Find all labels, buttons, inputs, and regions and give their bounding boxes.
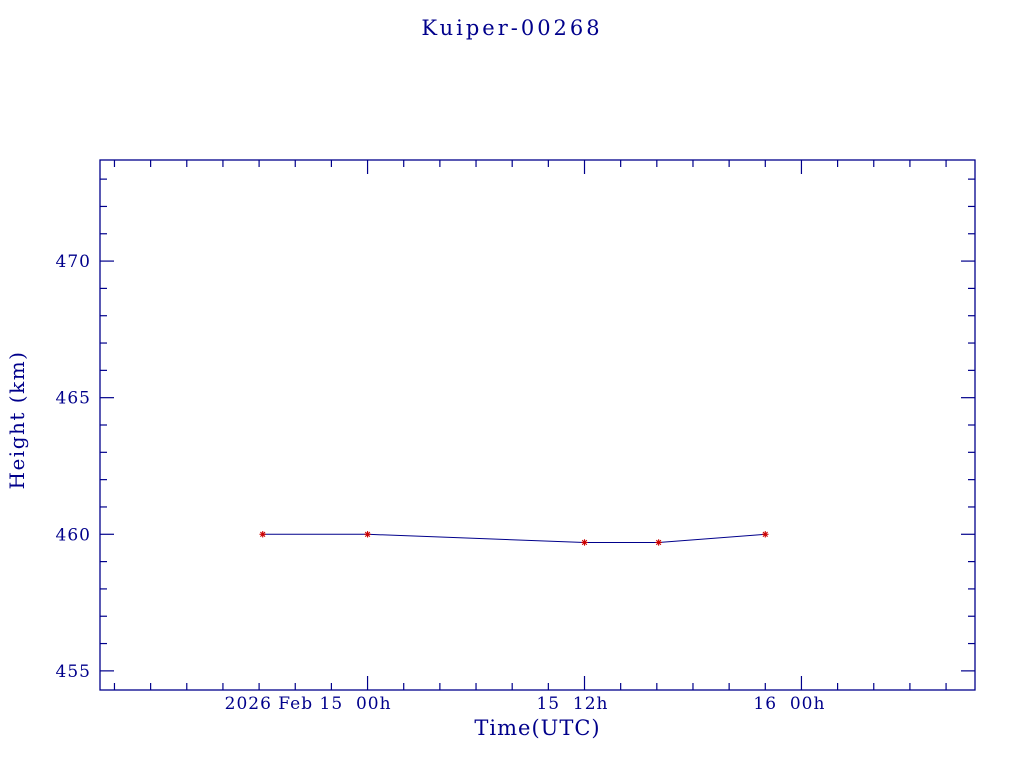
asterisk-marker — [364, 531, 371, 538]
asterisk-marker — [581, 539, 588, 546]
svg-text:2026 Feb 15 00h: 2026 Feb 15 00h — [225, 694, 392, 714]
height-series-line — [262, 533, 766, 543]
asterisk-marker — [655, 539, 662, 546]
svg-text:465: 465 — [56, 389, 91, 409]
y-tick-labels: 455 460 465 470 — [56, 252, 91, 682]
data-point-markers — [259, 531, 769, 546]
x-axis-ticks — [113, 160, 947, 690]
svg-text:16 00h: 16 00h — [753, 694, 825, 714]
plot-frame — [99, 159, 976, 691]
asterisk-marker — [762, 531, 769, 538]
asterisk-marker — [259, 531, 266, 538]
svg-text:460: 460 — [56, 525, 91, 545]
y-axis-ticks — [100, 178, 975, 672]
chart-title: Kuiper-00268 — [421, 16, 603, 40]
svg-text:15 12h: 15 12h — [536, 694, 608, 714]
svg-text:470: 470 — [56, 252, 91, 272]
x-tick-labels: 2026 Feb 15 00h 15 12h 16 00h — [225, 694, 825, 714]
svg-text:455: 455 — [56, 662, 91, 682]
x-axis-label: Time(UTC) — [474, 716, 601, 740]
